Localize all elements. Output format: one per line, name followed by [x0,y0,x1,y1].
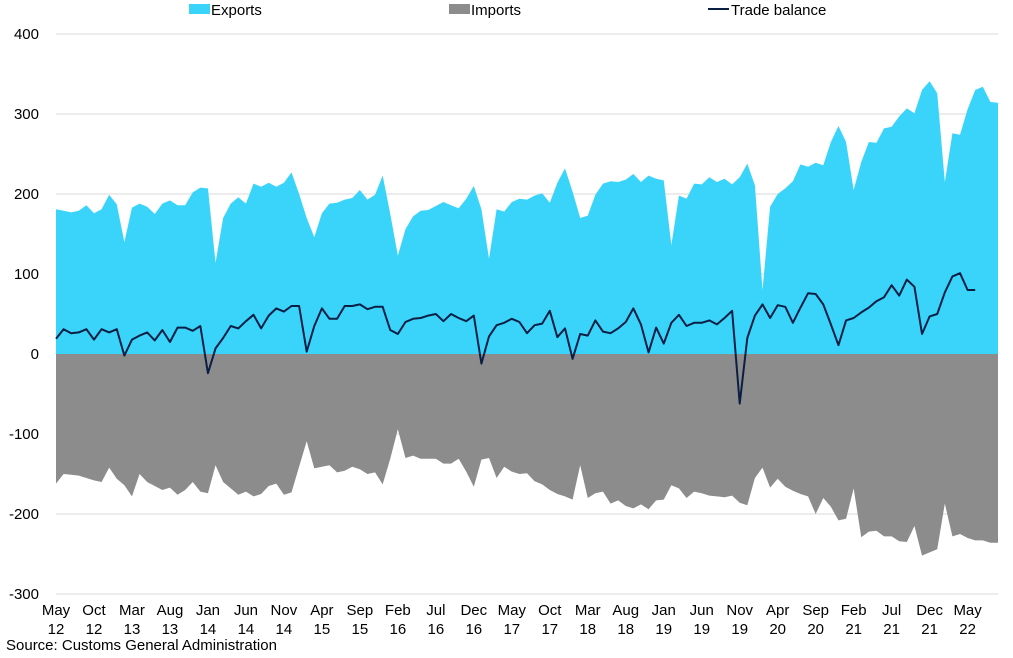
x-tick-label-year: 14 [200,621,217,638]
x-tick-label-month: May [953,602,982,619]
legend: Exports Imports Trade balance [189,2,826,19]
x-tick-label-year: 15 [352,621,369,638]
x-tick-label-month: Jun [690,602,714,619]
x-tick-label-year: 22 [959,621,976,638]
x-tick-label-year: 18 [579,621,596,638]
y-tick-label: -200 [9,506,39,523]
x-tick-label-month: Mar [575,602,601,619]
x-tick-label-year: 18 [617,621,634,638]
x-tick-label-year: 13 [124,621,141,638]
trade-balance-layer [55,272,976,405]
x-tick-label-month: Sep [347,602,374,619]
x-tick-label-year: 21 [845,621,862,638]
x-tick-label-month: Jan [196,602,220,619]
x-tick-label-month: Apr [310,602,333,619]
x-tick-label-year: 14 [238,621,255,638]
x-tick-label-year: 13 [162,621,179,638]
x-axis: May 12 Oct 12 Mar 13 Aug 13 Jan 14 Jun 14 Nov 14 Apr 15… [42,602,982,638]
x-tick-label-month: Nov [726,602,753,619]
trade-balance-line [55,272,976,405]
source-note: Source: Customs General Administration [6,637,277,654]
y-tick-label: -100 [9,426,39,443]
x-tick-label-month: Jan [652,602,676,619]
legend-swatch-exports [189,4,210,14]
x-tick-label-year: 17 [541,621,558,638]
x-tick-label-month: May [42,602,71,619]
x-tick-label-month: Aug [157,602,184,619]
y-tick-label: -300 [9,586,39,603]
x-tick-label-year: 21 [921,621,938,638]
x-tick-label-year: 19 [655,621,672,638]
legend-label-exports: Exports [211,2,262,19]
x-tick-label-month: Apr [766,602,789,619]
x-tick-label-year: 16 [465,621,482,638]
imports-area [56,354,998,556]
x-tick-label-year: 20 [769,621,786,638]
x-tick-label-month: Sep [802,602,829,619]
y-axis: -300 -200 -100 0 100 200 300 400 [9,26,39,603]
y-tick-label: 100 [14,266,39,283]
x-tick-label-month: Aug [612,602,639,619]
x-tick-label-month: Oct [82,602,106,619]
x-tick-label-month: Feb [385,602,411,619]
x-tick-label-year: 16 [427,621,444,638]
x-tick-label-year: 16 [390,621,407,638]
x-tick-label-month: Jul [882,602,901,619]
x-tick-label-month: Dec [916,602,943,619]
legend-label-trade-balance: Trade balance [731,2,826,19]
y-tick-label: 200 [14,186,39,203]
x-tick-label-month: Jul [426,602,445,619]
y-tick-label: 0 [31,346,39,363]
x-tick-label-year: 12 [86,621,103,638]
plot-area [56,81,998,556]
y-tick-label: 300 [14,106,39,123]
x-tick-label-month: Nov [271,602,298,619]
y-tick-label: 400 [14,26,39,43]
x-tick-label-year: 20 [807,621,824,638]
x-tick-label-month: Feb [841,602,867,619]
x-tick-label-month: Dec [460,602,487,619]
legend-swatch-imports [449,4,470,14]
exports-area [56,81,998,354]
x-tick-label-year: 21 [883,621,900,638]
x-tick-label-month: Mar [119,602,145,619]
legend-label-imports: Imports [471,2,521,19]
x-tick-label-year: 12 [48,621,65,638]
x-tick-label-month: May [498,602,527,619]
x-tick-label-month: Oct [538,602,562,619]
x-tick-label-year: 14 [276,621,293,638]
x-tick-label-month: Jun [234,602,258,619]
x-tick-label-year: 17 [503,621,520,638]
x-tick-label-year: 19 [731,621,748,638]
x-tick-label-year: 15 [314,621,331,638]
x-tick-label-year: 19 [693,621,710,638]
